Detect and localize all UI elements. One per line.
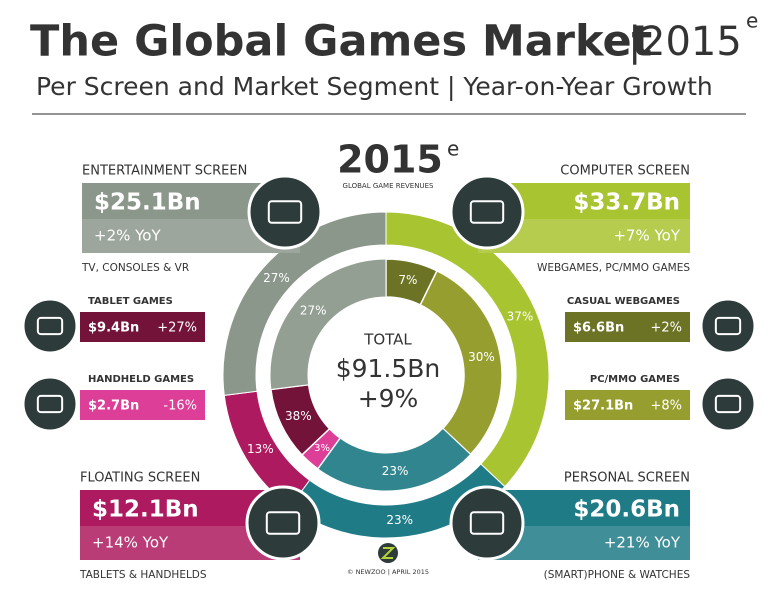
icon-circle	[245, 485, 321, 561]
box-revenue: $20.6Bn	[573, 497, 680, 523]
box-note: TABLETS & HANDHELDS	[79, 569, 207, 581]
sub-growth: +27%	[157, 321, 197, 336]
icon-glyph	[714, 316, 742, 336]
inner-label: 38%	[285, 409, 312, 423]
box-title: FLOATING SCREEN	[80, 471, 200, 486]
sub-revenue: $6.6Bn	[573, 321, 624, 336]
icon-circle	[21, 297, 79, 355]
total-label: TOTAL	[363, 331, 412, 349]
sub-title: TABLET GAMES	[88, 296, 173, 307]
sub-growth: +8%	[650, 399, 682, 414]
title: The Global Games Market	[30, 17, 652, 67]
icon-circle	[699, 375, 757, 433]
center-year: 2015	[337, 138, 443, 182]
sub-title: PC/MMO GAMES	[590, 374, 680, 385]
sub-growth: +2%	[650, 321, 682, 336]
box-revenue: $33.7Bn	[573, 190, 680, 216]
inner-segment	[419, 269, 503, 456]
box-note: WEBGAMES, PC/MMO GAMES	[537, 262, 690, 274]
center-sup: e	[447, 137, 459, 161]
center-disc	[312, 301, 460, 449]
box-note: (SMART)PHONE & WATCHES	[544, 569, 691, 581]
box-note: TV, CONSOLES & VR	[81, 262, 189, 274]
icon-glyph	[267, 200, 303, 224]
outer-label: 37%	[507, 310, 534, 324]
icon-circle	[699, 297, 757, 355]
icon-glyph	[36, 394, 64, 414]
logo-mark	[380, 547, 396, 559]
title-bar: |	[628, 19, 641, 65]
subtitle: Per Screen and Market Segment | Year-on-…	[36, 72, 713, 101]
box-growth: +14% YoY	[92, 534, 169, 552]
donut: 37% 7% 30% 23% 23% 13% 3% 38% 27% 27%	[222, 211, 550, 539]
sub-box	[80, 390, 205, 420]
inner-label: 3%	[314, 443, 330, 454]
total-growth: +9%	[358, 384, 419, 413]
box-title: PERSONAL SCREEN	[564, 471, 690, 486]
sub-title: CASUAL WEBGAMES	[567, 296, 680, 307]
sub-revenue: $2.7Bn	[88, 399, 139, 414]
inner-label: 7%	[398, 273, 417, 287]
title-sup: e	[746, 9, 758, 33]
sub-revenue: $9.4Bn	[88, 321, 139, 336]
icon-circle	[247, 174, 323, 250]
box-revenue: $12.1Bn	[92, 497, 199, 523]
inner-label: 23%	[382, 464, 409, 478]
outer-label: 23%	[386, 513, 413, 527]
icon-glyph	[265, 511, 301, 535]
inner-label: 30%	[468, 350, 495, 364]
box-growth: +21% YoY	[604, 534, 681, 552]
outer-segment	[222, 211, 387, 396]
total-value: $91.5Bn	[336, 354, 441, 383]
box-growth: +2% YoY	[94, 227, 161, 245]
icon-circle	[21, 375, 79, 433]
center-caption: GLOBAL GAME REVENUES	[343, 182, 434, 190]
icon-glyph	[469, 511, 505, 535]
sub-growth: -16%	[163, 399, 197, 414]
outer-label: 27%	[263, 271, 290, 285]
box-title: ENTERTAINMENT SCREEN	[82, 164, 247, 179]
box-growth: +7% YoY	[613, 227, 680, 245]
icon-glyph	[36, 316, 64, 336]
footer: © NEWZOO | APRIL 2015	[347, 568, 429, 576]
sub-box	[80, 312, 205, 342]
box-revenue: $25.1Bn	[94, 190, 201, 216]
sub-title: HANDHELD GAMES	[88, 374, 194, 385]
icon-circle	[449, 174, 525, 250]
sub-box	[565, 312, 690, 342]
sub-box	[565, 390, 690, 420]
icon-glyph	[469, 200, 505, 224]
sub-revenue: $27.1Bn	[573, 399, 633, 414]
icon-glyph	[714, 394, 742, 414]
inner-segment	[269, 258, 387, 391]
inner-label: 27%	[300, 303, 327, 317]
title-year: 2015	[640, 19, 742, 65]
box-title: COMPUTER SCREEN	[560, 164, 690, 179]
outer-label: 13%	[247, 442, 274, 456]
icon-circle	[449, 485, 525, 561]
